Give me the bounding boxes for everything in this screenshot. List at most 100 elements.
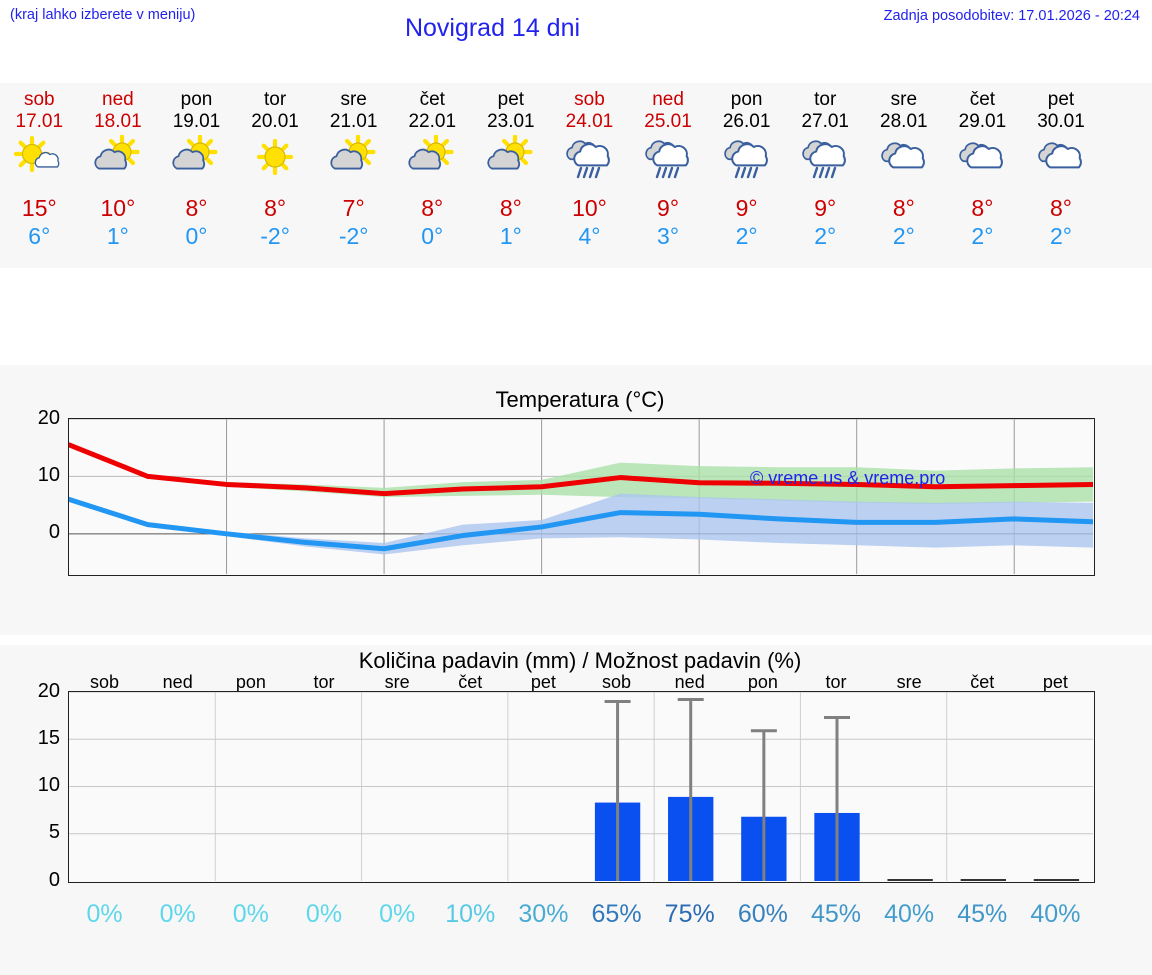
day-date-label: 24.01 (565, 111, 614, 132)
precipitation-probability-value: 45% (810, 900, 862, 928)
day-max-temperature: 8° (421, 195, 444, 221)
precipitation-day-label: čet (458, 672, 483, 692)
sun-cloud-icon (479, 135, 543, 183)
precipitation-day-label: pon (235, 672, 266, 692)
sun-cloud-icon (400, 135, 464, 183)
precipitation-day-label: tor (313, 672, 335, 692)
precipitation-day-label: sre (896, 672, 922, 692)
day-max-temperature: 9° (735, 195, 758, 221)
precipitation-day-labels: sob ned pon tor sre čet pet sob ned pon tor sre čet p… (68, 672, 1095, 694)
day-of-week-label: pet (1047, 89, 1075, 110)
day-min-temperature: 2° (814, 223, 837, 249)
precipitation-probability-value: 30% (518, 900, 569, 928)
day-of-week-label: ned (652, 89, 684, 110)
precipitation-day-label: tor (825, 672, 847, 692)
day-min-temperature: 1° (106, 223, 129, 249)
day-of-week-label: ned (102, 89, 134, 110)
day-min-temperature: -2° (338, 223, 369, 249)
precipitation-plot-svg (69, 692, 1093, 881)
precipitation-y-tick: 15 (37, 726, 60, 749)
precipitation-probability-value: 45% (957, 900, 1008, 928)
forecast-day-4[interactable]: tor 20.01 8° -2° (236, 83, 315, 268)
day-max-temperature: 8° (499, 195, 522, 221)
day-min-temperature: 4° (578, 223, 601, 249)
forecast-day-3[interactable]: pon 19.01 8° 0° (157, 83, 236, 268)
day-of-week-label: sob (23, 89, 55, 110)
day-of-week-label: tor (263, 89, 287, 110)
precipitation-probability-value: 0% (232, 900, 269, 928)
precipitation-chart-title: Količina padavin (mm) / Možnost padavin … (358, 648, 802, 673)
day-date-label: 30.01 (1037, 111, 1085, 132)
copyright-text: © vreme.us & vreme.pro (750, 468, 946, 488)
day-of-week-label: čet (419, 89, 445, 110)
day-min-temperature: -2° (260, 223, 290, 249)
day-date-label: 18.01 (94, 111, 142, 132)
day-max-temperature: 8° (892, 195, 915, 221)
precipitation-y-tick: 0 (48, 868, 60, 891)
precipitation-y-tick: 5 (48, 821, 60, 844)
precipitation-y-tick: 20 (37, 679, 60, 702)
precipitation-day-label: pet (1042, 672, 1068, 692)
forecast-day-12[interactable]: sre 28.01 8° 2° (865, 83, 944, 268)
forecast-day-14[interactable]: pet 30.01 8° 2° (1022, 83, 1101, 268)
forecast-day-7[interactable]: pet 23.01 8° 1° (472, 83, 551, 268)
sun-small-cloud-icon (7, 135, 71, 183)
sun-cloud-icon (164, 135, 228, 183)
precipitation-probability-value: 40% (884, 900, 935, 928)
day-min-temperature: 0° (421, 223, 444, 249)
forecast-day-2[interactable]: ned 18.01 10° 1° (79, 83, 158, 268)
cloud-icon (950, 135, 1014, 183)
precipitation-probability-value: 0% (159, 900, 196, 928)
forecast-day-6[interactable]: čet 22.01 8° 0° (393, 83, 472, 268)
precipitation-day-label: sob (602, 672, 632, 692)
temperature-plot-svg (69, 419, 1093, 574)
precipitation-probability-value: 60% (737, 900, 788, 928)
temperature-plot-area (68, 418, 1095, 576)
forecast-day-10[interactable]: pon 26.01 9° 2° (707, 83, 786, 268)
cloud-rain-icon (636, 135, 700, 183)
precipitation-probability-row: 0% 0% 0% 0% 0% 10% 30% 65% 75% 60% 45% 40% 45% 40% (68, 900, 1095, 936)
forecast-day-11[interactable]: tor 27.01 9° 2° (786, 83, 865, 268)
cloud-rain-icon (715, 135, 779, 183)
day-max-temperature: 7° (342, 195, 365, 221)
day-date-label: 26.01 (722, 111, 771, 132)
day-min-temperature: 2° (892, 223, 915, 249)
precipitation-day-label: sre (384, 672, 410, 692)
temperature-chart-title: Temperatura (°C) (495, 387, 665, 412)
cloud-icon (872, 135, 936, 183)
forecast-day-9[interactable]: ned 25.01 9° 3° (629, 83, 708, 268)
precipitation-chart-panel: Količina padavin (mm) / Možnost padavin … (0, 645, 1152, 975)
forecast-day-1[interactable]: sob 17.01 15° 6° (0, 83, 79, 268)
forecast-day-13[interactable]: čet 29.01 8° 2° (943, 83, 1022, 268)
day-of-week-label: sob (574, 89, 605, 110)
precipitation-probability-value: 0% (305, 900, 343, 928)
forecast-day-8[interactable]: sob 24.01 10° 4° (550, 83, 629, 268)
day-min-temperature: 0° (185, 223, 208, 249)
forecast-day-5[interactable]: sre 21.01 7° -2° (314, 83, 393, 268)
day-max-temperature: 8° (1050, 195, 1073, 221)
menu-hint-text: (kraj lahko izberete v meniju) (10, 7, 196, 23)
day-date-label: 19.01 (172, 111, 221, 132)
precipitation-day-label: pet (530, 672, 556, 692)
day-min-temperature: 2° (1050, 223, 1073, 249)
precipitation-day-label: ned (674, 672, 705, 692)
precipitation-day-label: ned (162, 672, 193, 692)
day-max-temperature: 8° (971, 195, 994, 221)
day-date-label: 28.01 (880, 111, 928, 132)
day-date-label: 17.01 (15, 111, 64, 132)
day-date-label: 20.01 (251, 111, 299, 132)
day-max-temperature: 8° (264, 195, 287, 221)
last-updated-text: Zadnja posodobitev: 17.01.2026 - 20:24 (883, 8, 1140, 24)
day-of-week-label: sre (890, 89, 918, 110)
precipitation-day-label: pon (747, 672, 778, 692)
day-max-temperature: 10° (572, 195, 607, 221)
precipitation-probability-value: 40% (1030, 900, 1081, 928)
daily-forecast-strip: sob 17.01 15° 6° ned 18.01 10° 1° pon 19.01 8° 0° to… (0, 83, 1152, 268)
precipitation-day-label: sob (90, 672, 120, 692)
day-max-temperature: 9° (814, 195, 837, 221)
precipitation-plot-area (68, 691, 1095, 883)
precipitation-probability-value: 0% (379, 900, 416, 928)
day-of-week-label: pon (180, 89, 213, 110)
temperature-y-tick: 0 (48, 521, 60, 544)
day-min-temperature: 6° (28, 223, 51, 249)
